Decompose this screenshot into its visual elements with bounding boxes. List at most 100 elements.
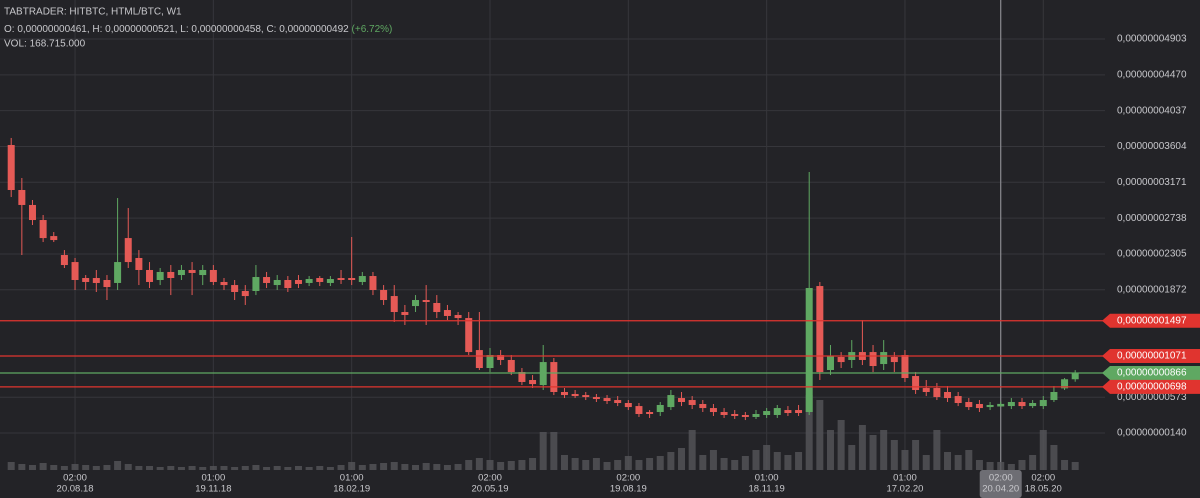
volume-bar — [1007, 464, 1015, 470]
candle-body — [92, 278, 100, 283]
x-tick-date: 18.05.20 — [1025, 484, 1062, 495]
candle-body — [901, 355, 909, 379]
candle-body — [294, 279, 302, 284]
price-tag — [1102, 313, 1200, 328]
x-tick-time: 01:00 — [201, 473, 225, 484]
candle-body — [82, 278, 90, 282]
volume-bar — [880, 430, 888, 470]
candle-body — [688, 400, 696, 405]
ohlc-values: O: 0,00000000461, H: 0,00000000521, L: 0… — [4, 24, 349, 35]
volume-bar — [741, 456, 749, 470]
volume-bar — [305, 467, 313, 470]
candle-body — [241, 290, 249, 297]
volume-bar — [390, 462, 398, 470]
volume-bar — [273, 466, 281, 470]
candle-body — [678, 398, 686, 403]
volume-bar — [837, 420, 845, 470]
candle-body — [550, 362, 558, 392]
volume-bar — [592, 458, 600, 470]
volume-bar — [678, 448, 686, 470]
volume-bar — [124, 464, 132, 470]
candle-body — [869, 352, 877, 367]
y-tick-label: 0,00000000573 — [1117, 392, 1187, 403]
price-tag — [1102, 379, 1200, 394]
volume-bar — [795, 452, 803, 470]
candle-body — [635, 406, 643, 415]
volume-bar — [614, 460, 622, 470]
volume-bar — [1071, 462, 1079, 470]
volume-bar — [337, 465, 345, 470]
volume-bar — [507, 461, 515, 470]
candle-body — [965, 402, 973, 408]
candle-body — [273, 279, 281, 286]
volume-bar — [188, 466, 196, 470]
ohlc-header: O: 0,00000000461, H: 0,00000000521, L: 0… — [4, 24, 392, 35]
volume-bar — [922, 455, 930, 470]
candle-body — [71, 262, 79, 280]
candle-body — [146, 269, 154, 282]
x-tick-time: 01:00 — [755, 473, 779, 484]
x-tick-time: 02:00 — [616, 473, 640, 484]
candle-body — [1050, 391, 1058, 401]
candle-body — [912, 376, 920, 391]
candle-body — [592, 397, 600, 400]
volume-bar — [167, 466, 175, 470]
candle-body — [954, 396, 962, 403]
x-tick-date: 20.08.18 — [57, 484, 94, 495]
candle-body — [529, 380, 537, 385]
volume-bar — [986, 462, 994, 470]
volume-bar — [220, 466, 228, 470]
candle-body — [1039, 400, 1047, 407]
candle-body — [177, 269, 185, 276]
volume-bar — [646, 458, 654, 470]
candle-body — [7, 145, 15, 191]
candle-body — [28, 204, 36, 221]
volume-bar — [752, 450, 760, 470]
price-tag-label: 0,00000001071 — [1117, 351, 1187, 362]
y-tick-label: 0,00000002738 — [1117, 213, 1187, 224]
x-tick-date: 20.04.20 — [982, 484, 1019, 495]
volume-bar — [624, 456, 632, 470]
volume-bar — [92, 466, 100, 470]
volume-bar — [656, 456, 664, 470]
volume-bar — [443, 465, 451, 470]
volume-bar — [7, 462, 15, 470]
candle-body — [358, 276, 366, 282]
candle-body — [199, 269, 207, 276]
volume-bar — [177, 467, 185, 470]
candle-body — [603, 398, 611, 402]
volume-bar — [1018, 460, 1026, 470]
y-tick-label: 0,00000003604 — [1117, 141, 1187, 152]
volume-bar — [1050, 445, 1058, 470]
volume-header: VOL: 168.715.000 — [4, 39, 86, 50]
candle-body — [348, 278, 356, 280]
candle-body — [890, 357, 898, 363]
volume-bar — [380, 463, 388, 470]
candle-body — [18, 190, 26, 205]
candle-body — [646, 412, 654, 415]
candle-body — [624, 402, 632, 408]
candle-body — [614, 400, 622, 403]
candle-body — [709, 408, 717, 413]
volume-bar — [401, 464, 409, 470]
x-tick-date: 18.02.19 — [333, 484, 370, 495]
volume-bar — [944, 452, 952, 470]
candle-body — [326, 279, 334, 283]
x-tick-time: 01:00 — [340, 473, 364, 484]
candle-body — [50, 236, 58, 241]
volume-bar — [1039, 430, 1047, 470]
chart-title: TABTRADER: HITBTC, HTML/BTC, W1 — [4, 7, 182, 18]
volume-bar — [60, 466, 68, 470]
volume-bar — [912, 440, 920, 470]
y-tick-label: 0,00000004037 — [1117, 105, 1187, 116]
volume-bar — [422, 463, 430, 470]
candle-body — [1007, 402, 1015, 407]
candle-body — [422, 300, 430, 303]
candle-body — [284, 279, 292, 289]
volume-bar — [475, 458, 483, 470]
candle-body — [922, 388, 930, 392]
candle-body — [114, 262, 122, 283]
candle-body — [944, 391, 952, 399]
volume-bar — [731, 460, 739, 470]
